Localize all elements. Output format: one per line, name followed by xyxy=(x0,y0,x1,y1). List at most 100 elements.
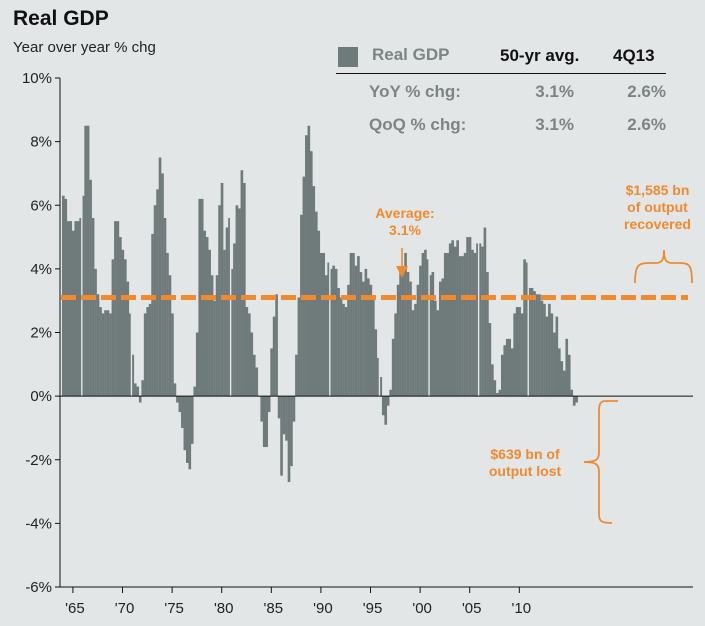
bar xyxy=(500,354,504,397)
bar xyxy=(476,243,479,397)
average-annotation: Average: 3.1% xyxy=(360,205,450,239)
bar xyxy=(570,389,574,397)
bar xyxy=(248,313,251,397)
bar xyxy=(347,284,350,397)
bar xyxy=(483,227,487,397)
bar xyxy=(131,354,135,397)
bar xyxy=(329,268,333,397)
bar xyxy=(538,294,541,397)
bar xyxy=(198,198,202,397)
bar xyxy=(290,396,293,467)
bar xyxy=(481,246,484,397)
bar xyxy=(121,249,125,397)
recovered-annotation-line1: $1,585 bn xyxy=(625,182,690,198)
bar xyxy=(572,396,576,406)
bar xyxy=(471,249,474,397)
bar xyxy=(367,278,370,397)
y-tick-label: -2% xyxy=(25,452,52,469)
bar xyxy=(245,307,249,397)
bar xyxy=(473,252,477,397)
bar xyxy=(210,275,214,397)
bar xyxy=(533,291,536,397)
bar xyxy=(220,182,224,397)
bar xyxy=(553,332,556,397)
bar xyxy=(451,240,454,397)
bars-group xyxy=(62,109,578,483)
bar xyxy=(66,221,70,397)
bar xyxy=(429,275,432,397)
bar xyxy=(76,221,80,397)
recovered-annotation: $1,585 bn of output recovered xyxy=(610,182,705,233)
bar xyxy=(419,265,422,397)
y-tick-label: -4% xyxy=(25,515,52,532)
bar xyxy=(376,357,380,397)
bar xyxy=(235,205,239,397)
bar xyxy=(111,259,115,397)
bar xyxy=(508,338,512,397)
bar xyxy=(389,389,392,397)
bar xyxy=(272,316,276,397)
x-tick-label: '85 xyxy=(264,600,284,617)
x-tick-label: '65 xyxy=(65,600,85,617)
bar xyxy=(156,189,159,397)
bar xyxy=(228,217,231,397)
bar xyxy=(166,252,169,397)
bar xyxy=(141,380,144,397)
bar xyxy=(213,300,216,397)
x-tick-label: '05 xyxy=(462,600,482,617)
bar xyxy=(193,386,197,397)
bar xyxy=(525,262,529,397)
bar xyxy=(230,268,234,397)
bar xyxy=(406,272,410,397)
bar xyxy=(240,170,244,397)
bar xyxy=(453,246,457,397)
bar xyxy=(143,313,147,397)
bar xyxy=(339,297,343,397)
bar xyxy=(178,396,182,413)
x-tick-label: '80 xyxy=(214,600,234,617)
legend-swatch xyxy=(338,47,358,67)
x-tick-label: '00 xyxy=(412,600,432,617)
y-tick-label: -6% xyxy=(25,579,52,596)
bar xyxy=(322,252,326,397)
bar xyxy=(86,125,90,397)
bar xyxy=(543,303,546,397)
bar xyxy=(513,313,516,397)
bar xyxy=(295,354,298,397)
bar xyxy=(307,125,311,397)
bar xyxy=(461,256,464,397)
bar xyxy=(535,294,539,397)
bar xyxy=(265,396,268,448)
bar xyxy=(223,249,226,397)
bar xyxy=(195,332,199,397)
bar xyxy=(171,313,174,397)
bar xyxy=(510,348,514,397)
bar xyxy=(463,252,467,397)
bar xyxy=(357,256,360,397)
bar xyxy=(146,307,149,397)
bar xyxy=(558,348,561,397)
x-tick-label: '95 xyxy=(363,600,383,617)
legend-row-yoy-label: YoY % chg: xyxy=(369,82,461,101)
bar xyxy=(262,396,266,448)
bar xyxy=(74,221,78,397)
bar xyxy=(386,396,390,406)
bar xyxy=(267,396,271,413)
bar xyxy=(327,262,330,397)
bar xyxy=(128,313,132,397)
bar xyxy=(379,377,383,397)
bar xyxy=(540,300,544,397)
bar xyxy=(218,205,221,397)
bar xyxy=(520,313,524,397)
y-tick-label: 4% xyxy=(30,261,52,278)
bar xyxy=(324,275,328,397)
bar xyxy=(441,278,445,397)
bar xyxy=(96,294,100,397)
bar xyxy=(119,237,122,397)
bar xyxy=(448,243,452,397)
legend-row-qoq-avg: 3.1% xyxy=(535,115,574,134)
bar xyxy=(565,338,569,397)
bar xyxy=(555,316,559,397)
bar xyxy=(354,265,358,397)
bar xyxy=(208,249,211,397)
